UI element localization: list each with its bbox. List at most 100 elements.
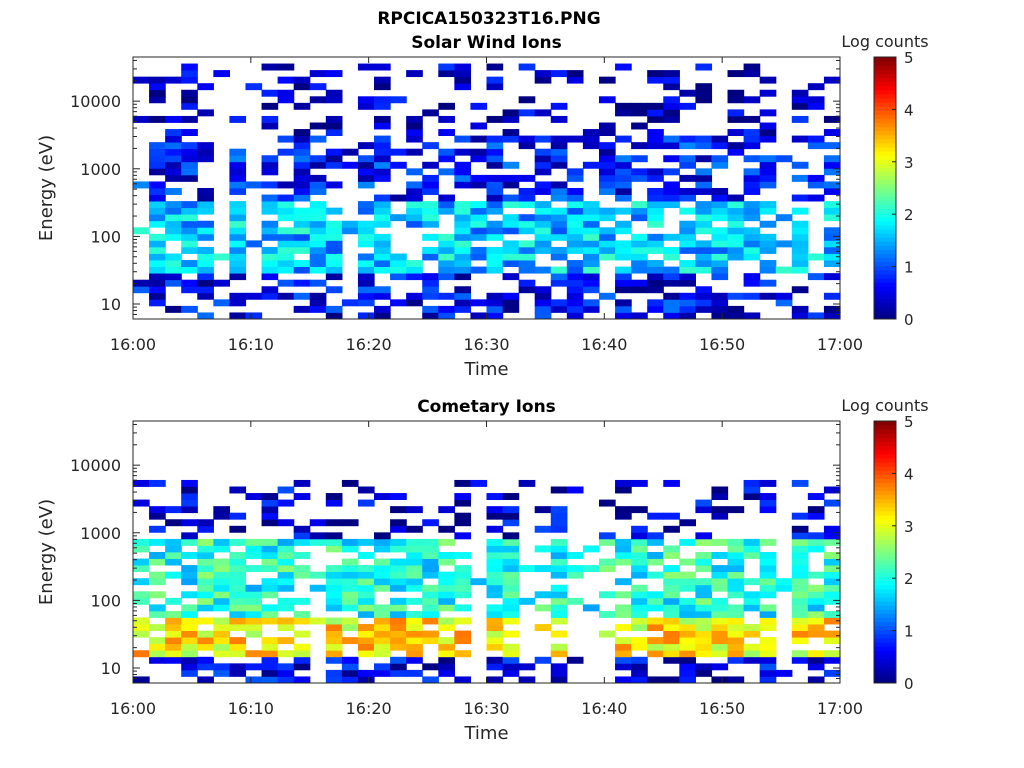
spectrogram-cell [245, 552, 263, 559]
spectrogram-cell [615, 194, 632, 202]
spectrogram-cell [502, 246, 520, 254]
colorbar-segment [874, 617, 896, 623]
spectrogram-cell [534, 135, 552, 143]
spectrogram-cell [743, 168, 761, 176]
spectrogram-cell [309, 122, 327, 130]
spectrogram-cell [261, 292, 279, 300]
spectrogram-cell [647, 676, 664, 684]
spectrogram-cell [261, 506, 279, 514]
colorbar-segment [874, 490, 896, 496]
spectrogram-cell [277, 604, 295, 612]
spectrogram-cell [647, 194, 664, 202]
spectrogram-cell [486, 584, 504, 592]
colorbar-segment [874, 253, 896, 259]
spectrogram-cell [406, 70, 423, 78]
spectrogram-cell [149, 552, 166, 559]
spectrogram-cell [293, 181, 311, 189]
spectrogram-cell [309, 155, 327, 163]
spectrogram-cell [486, 610, 504, 618]
spectrogram-cell [695, 188, 713, 195]
spectrogram-cell [550, 525, 568, 533]
colorbar-segment [874, 601, 896, 606]
spectrogram-cell [486, 630, 504, 638]
spectrogram-cell [566, 214, 584, 222]
spectrogram-cell [518, 246, 536, 254]
spectrogram-cell [486, 63, 504, 71]
spectrogram-cell [165, 201, 182, 209]
spectrogram-cell [133, 558, 150, 566]
spectrogram-cell [341, 227, 359, 235]
spectrogram-cell [743, 493, 761, 500]
spectrogram-cell [390, 571, 407, 579]
spectrogram-cell [663, 676, 680, 684]
spectrogram-cell [759, 292, 777, 300]
spectrogram-cell [181, 519, 198, 527]
spectrogram-cell [663, 194, 680, 202]
spectrogram-cell [325, 129, 343, 136]
spectrogram-cell [615, 637, 632, 645]
spectrogram-cell [615, 578, 632, 586]
spectrogram-cell [277, 565, 295, 573]
spectrogram-cell [165, 220, 182, 228]
spectrogram-cell [197, 312, 214, 320]
spectrogram-cell [277, 538, 295, 546]
spectrogram-cell [197, 604, 214, 612]
spectrogram-cell [582, 604, 600, 612]
spectrogram-cell [502, 663, 520, 671]
spectrogram-cell [727, 538, 745, 546]
spectrogram-cell [454, 201, 472, 209]
spectrogram-cell [213, 558, 231, 566]
spectrogram-cell [663, 312, 680, 320]
spectrogram-cell [422, 552, 439, 559]
spectrogram-cell [679, 558, 696, 566]
spectrogram-cell [229, 663, 247, 671]
spectrogram-cell [390, 669, 407, 677]
spectrogram-cell [309, 246, 327, 254]
spectrogram-cell [550, 227, 568, 235]
spectrogram-cell [197, 279, 214, 287]
spectrogram-cell [550, 70, 568, 78]
spectrogram-cell [823, 214, 841, 222]
spectrogram-cell [582, 207, 600, 215]
spectrogram-cell [229, 273, 247, 281]
spectrogram-cell [679, 624, 696, 631]
spectrogram-cell [663, 617, 680, 625]
spectrogram-cell [181, 499, 198, 507]
spectrogram-cell [759, 220, 777, 228]
spectrogram-cell [486, 571, 504, 579]
spectrogram-cell [566, 266, 584, 274]
spectrogram-cell [390, 260, 407, 267]
spectrogram-cell [325, 233, 343, 241]
spectrogram-cell [647, 617, 664, 625]
spectrogram-cell [615, 312, 632, 320]
spectrogram-cell [245, 630, 263, 638]
spectrogram-cell [454, 207, 472, 215]
spectrogram-cell [325, 630, 343, 638]
spectrogram-cell [663, 591, 680, 599]
spectrogram-cell [566, 299, 584, 307]
spectrogram-cell [759, 76, 777, 84]
spectrogram-cell [791, 260, 809, 267]
spectrogram-cell [823, 578, 841, 586]
spectrogram-cell [422, 207, 439, 215]
spectrogram-cell [807, 656, 825, 664]
spectrogram-cell [357, 624, 375, 631]
spectrogram-cell [261, 656, 279, 664]
spectrogram-cell [438, 102, 455, 110]
spectrogram-cell [791, 624, 809, 631]
spectrogram-cell [165, 142, 182, 150]
spectrogram-cell [759, 174, 777, 182]
spectrogram-cell [663, 604, 680, 612]
spectrogram-cell [695, 168, 713, 176]
spectrogram-cell [293, 135, 311, 143]
spectrogram-cell [197, 246, 214, 254]
spectrogram-cell [293, 676, 311, 684]
colorbar-tick-label: 3 [904, 518, 914, 536]
spectrogram-cell [679, 279, 696, 287]
spectrogram-cell [438, 597, 455, 605]
spectrogram-cell [165, 617, 182, 625]
colorbar-segment [874, 216, 896, 222]
spectrogram-cell [181, 220, 198, 228]
colorbar-segment [874, 192, 896, 197]
